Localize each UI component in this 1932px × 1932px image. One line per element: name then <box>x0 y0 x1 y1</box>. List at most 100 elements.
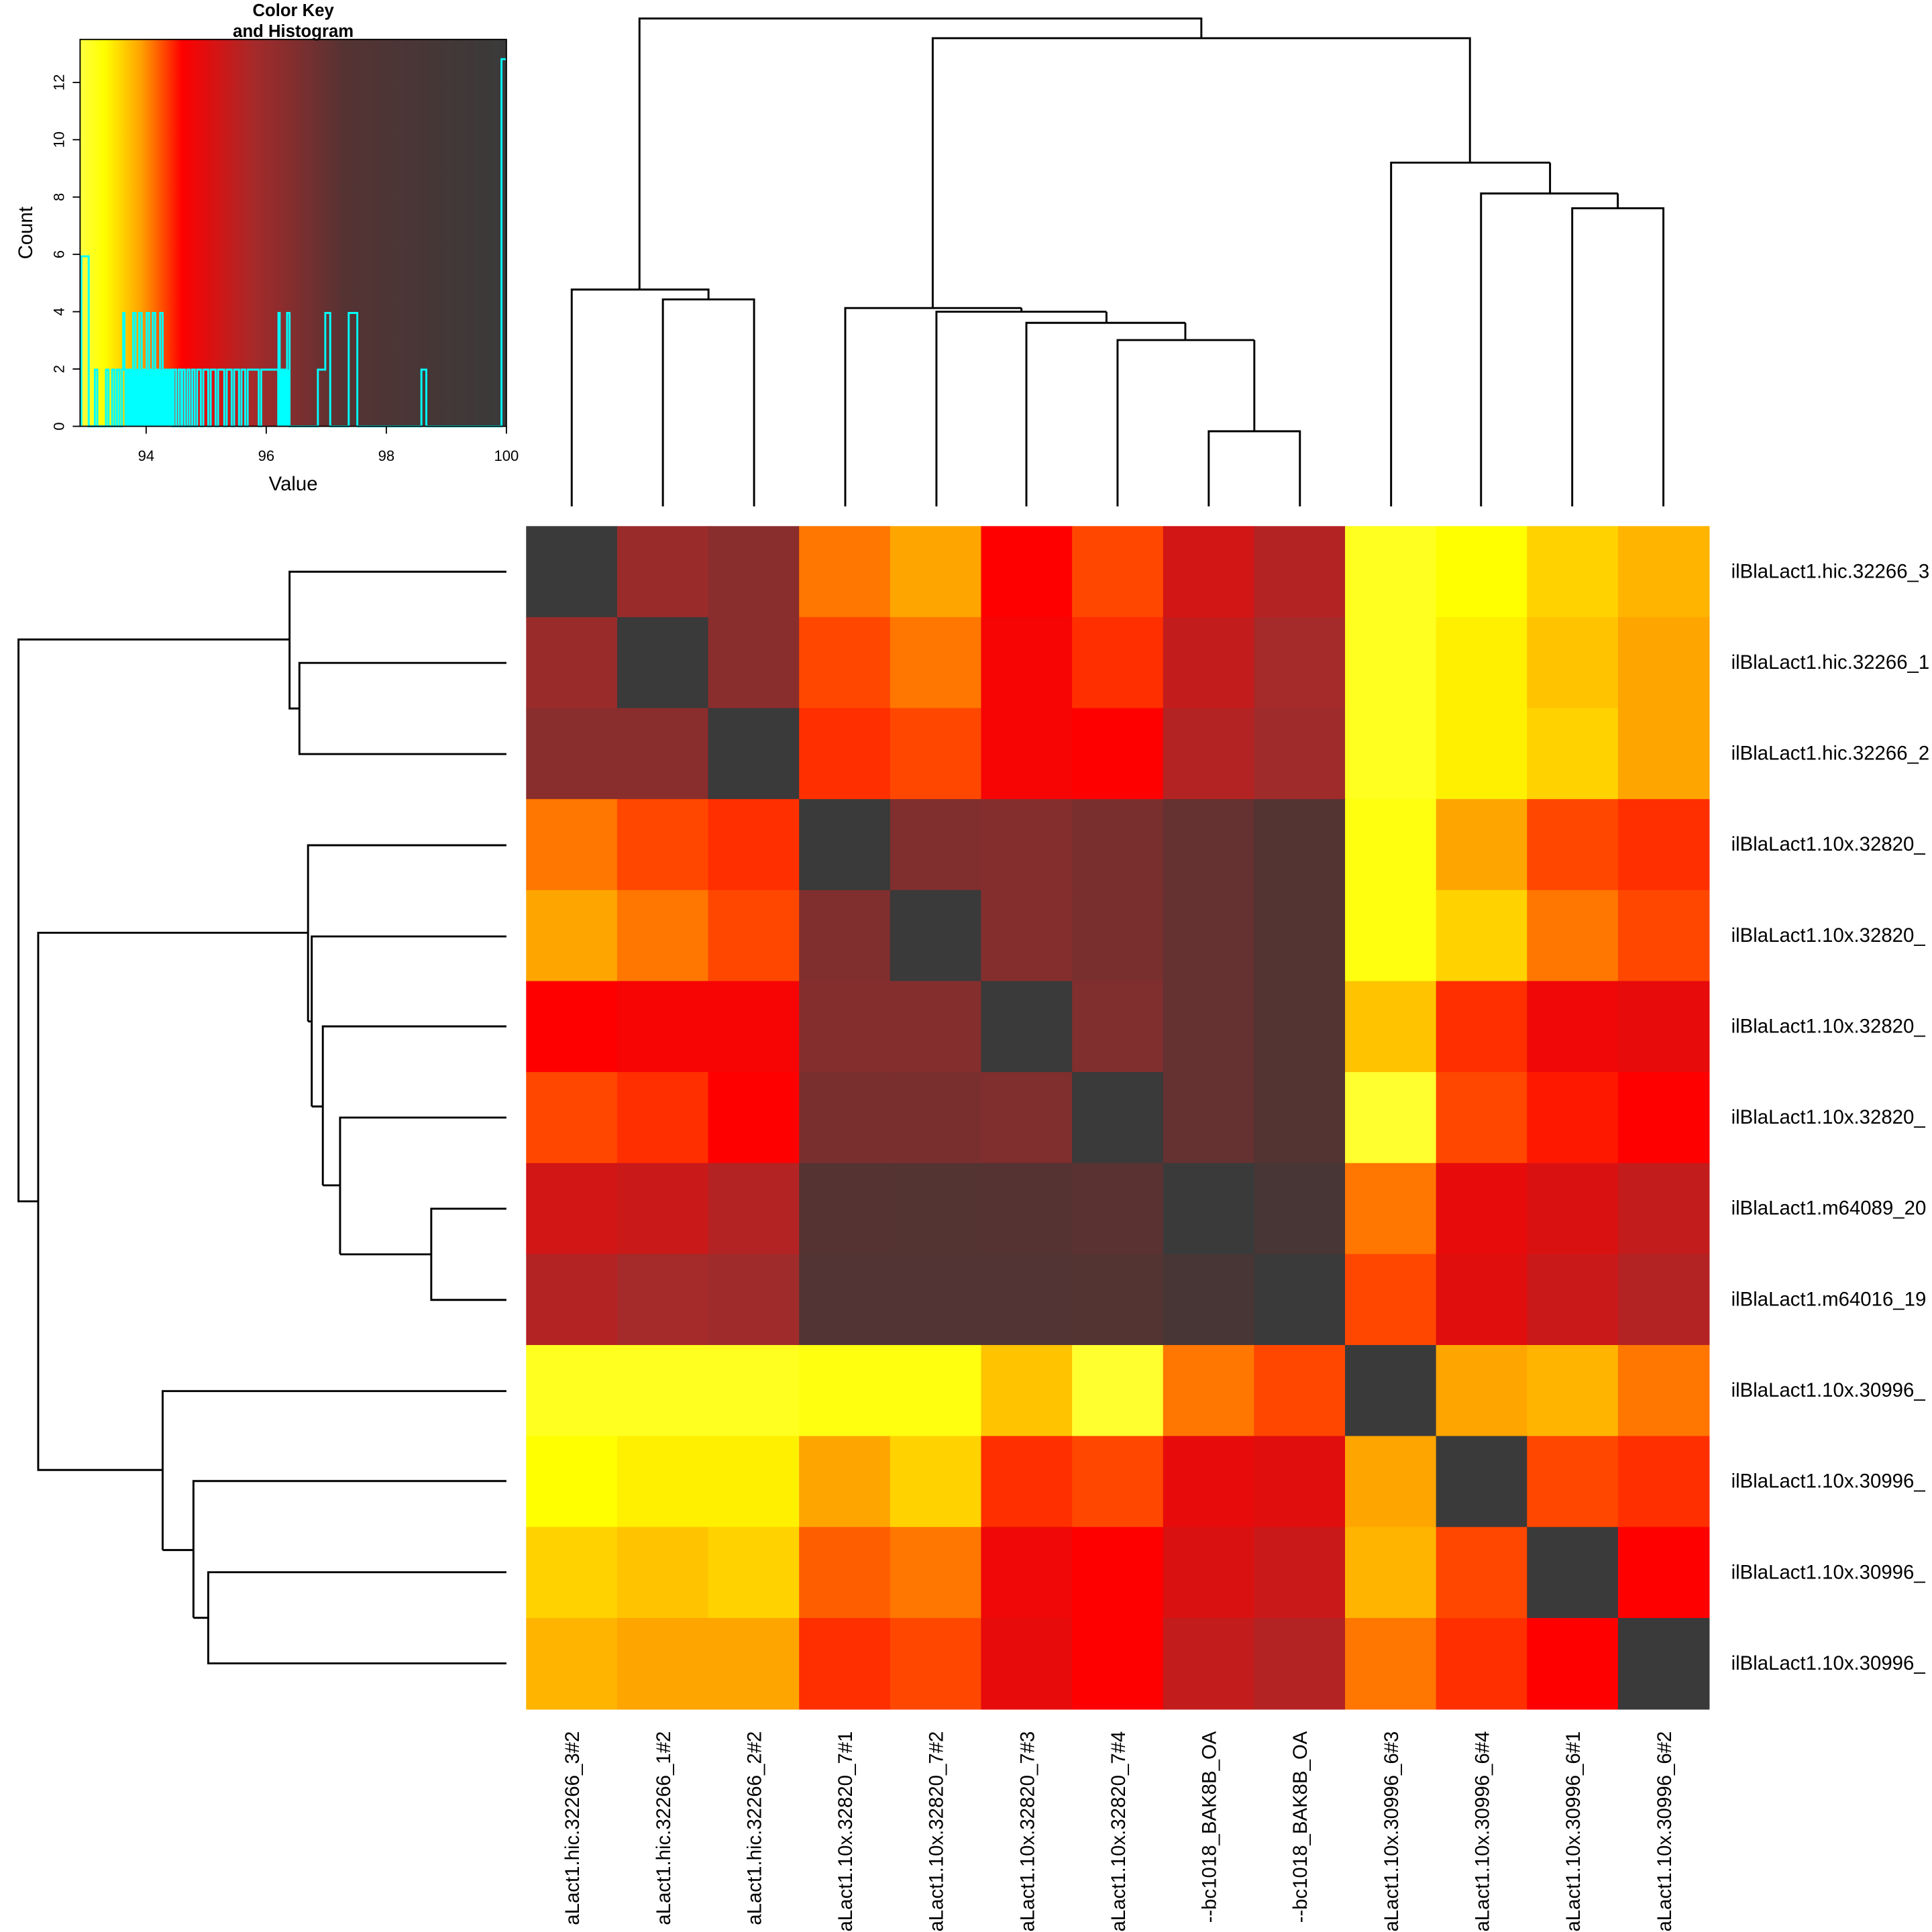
heatmap-cell <box>1254 1072 1346 1164</box>
heatmap-cell <box>1436 1163 1528 1255</box>
heatmap-cell <box>1163 1072 1255 1164</box>
heatmap-cell <box>708 1254 800 1346</box>
row-label: ilBlaLact1.hic.32266_3 <box>1731 560 1930 582</box>
heatmap-cell <box>890 1436 982 1528</box>
row-label: ilBlaLact1.10x.32820_ <box>1731 833 1926 855</box>
heatmap-cell <box>526 890 618 982</box>
heatmap-cell <box>1345 1527 1437 1619</box>
heatmap-cell <box>799 1072 891 1164</box>
column-label: aLact1.hic.32266_3#2 <box>561 1731 584 1925</box>
y-tick-label: 10 <box>51 131 68 148</box>
heatmap-cell <box>616 1254 709 1346</box>
heatmap-cell <box>1072 526 1164 618</box>
heatmap-cell <box>526 708 618 800</box>
heatmap-cell <box>1617 1617 1710 1710</box>
heatmap-cell <box>1436 1345 1528 1437</box>
heatmap-cell <box>1072 1163 1164 1255</box>
heatmap-cell <box>616 1345 709 1437</box>
heatmap-cell <box>1254 799 1346 891</box>
heatmap-cell <box>1617 799 1710 891</box>
y-tick-label: 0 <box>51 422 68 430</box>
heatmap-cell <box>526 1254 618 1346</box>
heatmap-cell <box>1436 1254 1528 1346</box>
heatmap-cell <box>1345 616 1437 709</box>
heatmap-cell <box>1527 1527 1619 1619</box>
heatmap-cell <box>1527 1254 1619 1346</box>
heatmap-cell <box>890 799 982 891</box>
x-tick-label: 100 <box>494 447 519 464</box>
color-key-frame <box>79 38 507 427</box>
heatmap-cell <box>1254 526 1346 618</box>
heatmap-cell <box>1617 708 1710 800</box>
y-tick-label: 2 <box>51 365 68 373</box>
color-key-xlabel: Value <box>269 473 318 495</box>
heatmap-cell <box>799 799 891 891</box>
heatmap-cell <box>1436 799 1528 891</box>
row-label: ilBlaLact1.hic.32266_1 <box>1731 651 1930 674</box>
heatmap-cell <box>1345 1617 1437 1710</box>
heatmap-cell <box>1527 890 1619 982</box>
heatmap-cell <box>1163 708 1255 800</box>
heatmap-cell <box>1072 799 1164 891</box>
heatmap-cell <box>890 1254 982 1346</box>
column-label: aLact1.10x.30996_6#3 <box>1381 1731 1403 1932</box>
row-label: ilBlaLact1.10x.30996_ <box>1731 1379 1926 1401</box>
heatmap-cell <box>1254 1163 1346 1255</box>
heatmap-cell <box>890 1527 982 1619</box>
heatmap-cell <box>1345 981 1437 1073</box>
heatmap-cell <box>1072 1617 1164 1710</box>
heatmap-cell <box>890 708 982 800</box>
heatmap-cell <box>708 1617 800 1710</box>
heatmap-cell <box>1436 708 1528 800</box>
heatmap-cell <box>1345 890 1437 982</box>
heatmap-cell <box>708 1072 800 1164</box>
heatmap-cell <box>526 1345 618 1437</box>
heatmap-cell <box>1345 1436 1437 1528</box>
heatmap-cell <box>1072 1345 1164 1437</box>
heatmap-cell <box>799 1345 891 1437</box>
heatmap-cell <box>1163 1163 1255 1255</box>
heatmap-cell <box>1163 1527 1255 1619</box>
heatmap-cell <box>1617 1436 1710 1528</box>
heatmap-cell <box>1254 1527 1346 1619</box>
color-key-x-axis: 94 96 98 100 <box>138 426 519 464</box>
heatmap-cell <box>981 890 1073 982</box>
heatmap-cell <box>1617 1163 1710 1255</box>
heatmap-cell <box>526 1617 618 1710</box>
color-key-title-line2: and Histogram <box>233 22 354 41</box>
color-key-ylabel: Count <box>15 207 37 259</box>
heatmap-cell <box>981 1617 1073 1710</box>
heatmap-cell <box>890 890 982 982</box>
heatmap-cell <box>981 1072 1073 1164</box>
column-dendrogram <box>570 17 1665 506</box>
heatmap-cell <box>1072 890 1164 982</box>
heatmap-cell <box>1617 616 1710 709</box>
row-label: ilBlaLact1.m64089_20 <box>1731 1197 1927 1220</box>
heatmap-cell <box>1617 1345 1710 1437</box>
heatmap-cell <box>708 1345 800 1437</box>
heatmap-cell <box>1163 1436 1255 1528</box>
color-key-title-line1: Color Key <box>252 1 334 20</box>
heatmap-cell <box>708 1163 800 1255</box>
heatmap-cell <box>1436 526 1528 618</box>
heatmap-cell <box>1527 799 1619 891</box>
heatmap-cell <box>1072 1072 1164 1164</box>
heatmap-cell <box>616 616 709 709</box>
heatmap-cell <box>708 708 800 800</box>
heatmap-cell <box>981 526 1073 618</box>
heatmap-cell <box>981 981 1073 1073</box>
heatmap-cell <box>1617 981 1710 1073</box>
heatmap-cell <box>1254 708 1346 800</box>
heatmap-cell <box>526 526 618 618</box>
heatmap-cell <box>1436 1436 1528 1528</box>
heatmap-cell <box>1527 1436 1619 1528</box>
heatmap-cell <box>526 1163 618 1255</box>
heatmap-cell <box>616 1617 709 1710</box>
heatmap-cell <box>1345 1345 1437 1437</box>
heatmap-cell <box>1163 1345 1255 1437</box>
heatmap-cell <box>1254 1254 1346 1346</box>
heatmap-cell <box>1254 616 1346 709</box>
column-label: --bc1018_BAK8B_OA <box>1199 1731 1221 1923</box>
x-tick-label: 94 <box>138 447 155 464</box>
